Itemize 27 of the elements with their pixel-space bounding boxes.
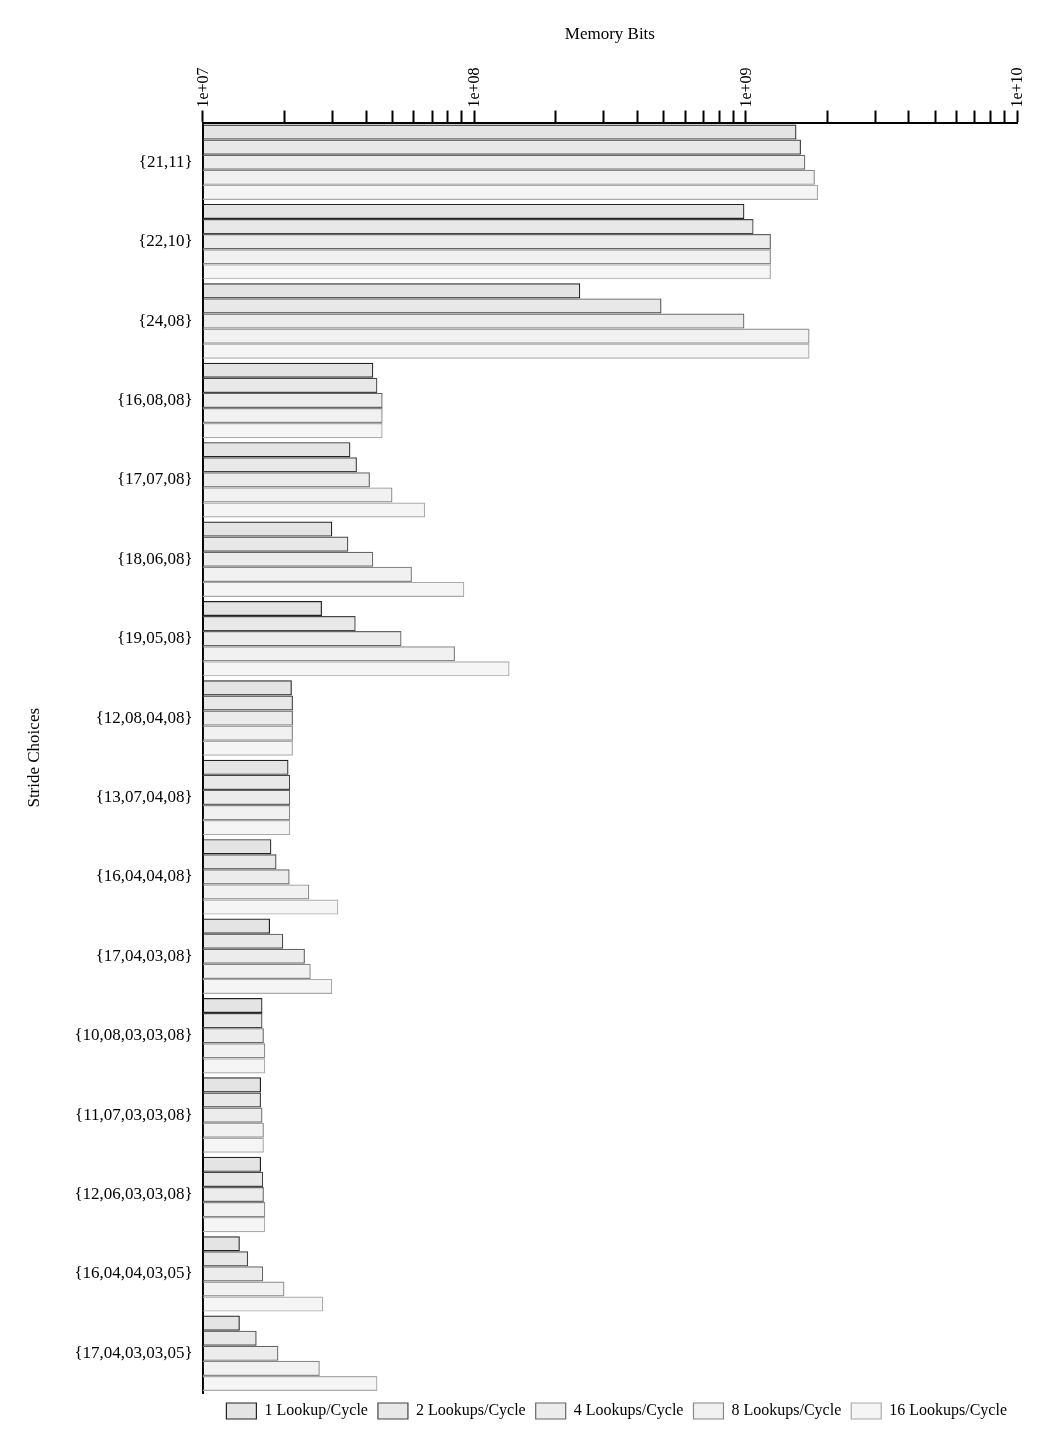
y-tick-label: {11,07,03,03,08}: [75, 1104, 193, 1124]
legend-label: 1 Lookup/Cycle: [264, 1401, 368, 1420]
y-tick-label: {21,11}: [138, 151, 193, 171]
legend-label: 4 Lookups/Cycle: [573, 1401, 684, 1420]
y-tick-label: {12,06,03,03,08}: [74, 1183, 193, 1203]
legend-label: 8 Lookups/Cycle: [731, 1401, 842, 1420]
y-axis-title: Stride Choices: [23, 707, 43, 808]
legend-label: 16 Lookups/Cycle: [889, 1401, 1007, 1420]
y-tick-label: {17,04,03,08}: [95, 945, 193, 965]
y-tick-label: {10,08,03,03,08}: [74, 1025, 193, 1045]
x-tick-label: 1e+09: [736, 67, 754, 108]
y-tick-label: {18,06,08}: [116, 548, 193, 568]
x-axis-title: Memory Bits: [564, 23, 655, 43]
y-tick-label: {16,08,08}: [116, 389, 193, 409]
y-tick-label: {24,08}: [138, 310, 193, 330]
y-tick-label: {12,08,04,08}: [95, 707, 193, 727]
y-tick-label: {17,07,08}: [116, 469, 193, 489]
x-tick-label: 1e+07: [193, 67, 211, 108]
x-tick-label: 1e+10: [1008, 67, 1025, 108]
y-tick-label: {22,10}: [138, 231, 193, 251]
y-tick-label: {16,04,04,03,05}: [74, 1263, 193, 1283]
y-tick-label: {13,07,04,08}: [95, 786, 193, 806]
legend-label: 2 Lookups/Cycle: [415, 1401, 526, 1420]
y-tick-label: {16,04,04,08}: [95, 866, 193, 886]
y-tick-label: {17,04,03,03,05}: [74, 1342, 193, 1362]
x-tick-label: 1e+08: [465, 67, 483, 108]
y-tick-label: {19,05,08}: [116, 628, 193, 648]
